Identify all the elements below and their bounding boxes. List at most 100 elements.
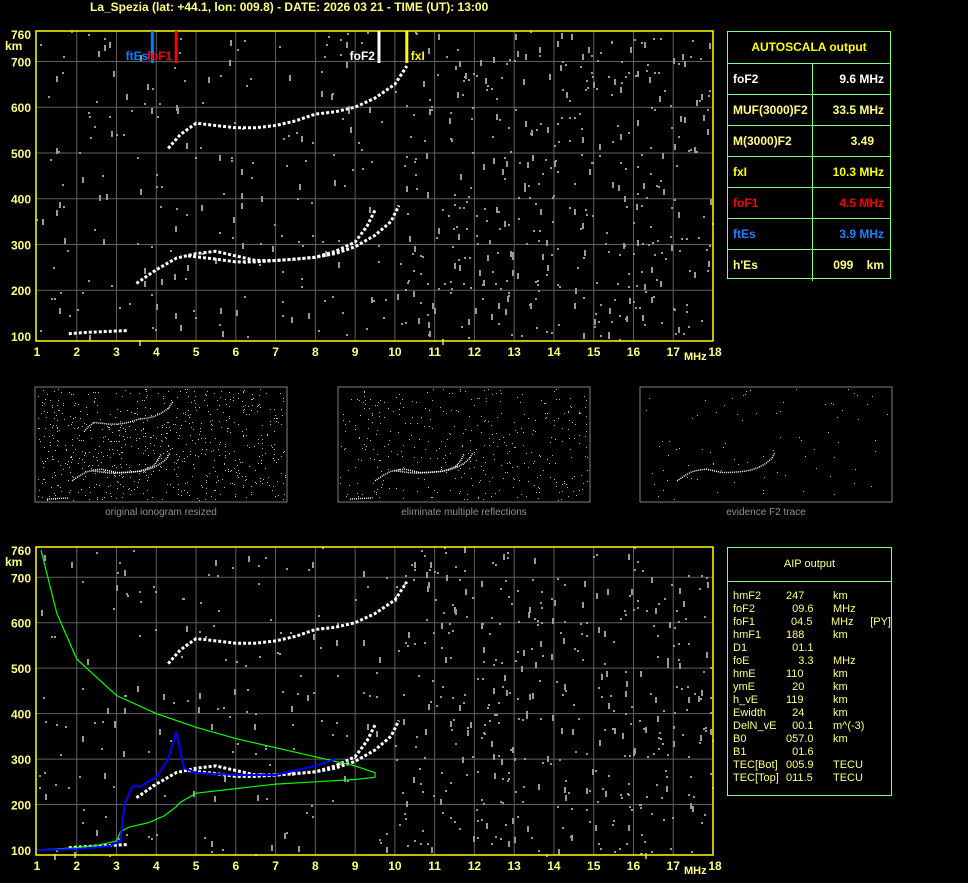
autoscala-label: foF2 [728,64,813,94]
x-tick-label: 9 [352,859,359,873]
y-tick-label: 300 [11,238,31,252]
aip-row: B1 01.6 [733,746,891,759]
aip-cell: km [833,733,848,745]
autoscala-label: fxI [728,157,813,187]
aip-cell: foE [733,655,750,667]
aip-row: foF2 09.6 MHz [733,603,891,616]
aip-row: hmF1 188 km [733,629,891,642]
thumbnail-trace [349,497,373,500]
thumbnail-frame [639,386,893,503]
x-tick-label: 1 [34,859,41,873]
aip-cell: 00.1 [786,720,814,732]
aip-cell: 20 [786,681,805,693]
thumbnail-frame [34,386,288,503]
aip-cell: 119 [786,694,804,706]
aip-cell: 09.6 [786,603,814,615]
x-tick-label: 5 [193,859,200,873]
autoscala-value: 33.5 MHz [832,103,884,117]
aip-cell: TECU [833,772,863,784]
aip-row: ymE 20 km [733,681,891,694]
autoscala-row: M(3000)F2 3.49 [728,126,890,157]
x-tick-label: 11 [428,859,441,873]
x-tick-label: 13 [507,859,521,873]
aip-cell: Ewidth [733,707,767,719]
x-tick-label: 11 [428,345,441,359]
aip-row: B0 057.0 km [733,733,891,746]
x-tick-label: 3 [113,859,120,873]
autoscala-value: 3.9 MHz [839,227,884,241]
noise-dots [39,547,714,860]
aip-cell: hmF2 [733,590,762,602]
x-tick-label: 16 [627,859,641,873]
y-tick-label: 200 [11,284,31,298]
thumbnail-trace [374,452,474,482]
aip-cell: h_vE [733,694,759,706]
x-tick-label: 16 [627,345,641,359]
x-tick-label: 18 [708,859,722,873]
x-tick-label: 3 [113,345,120,359]
aip-cell: km [833,694,848,706]
autoscala-row: fxI 10.3 MHz [728,157,890,188]
aip-cell: D1 [733,642,748,654]
autoscala-label: h'Es [728,250,813,281]
x-tick-label: 10 [388,859,402,873]
aip-title: AIP output [728,548,891,582]
thumbnail-trace [46,497,70,500]
x-axis-label: MHz [684,351,707,363]
aip-cell: DelN_vE [733,720,777,732]
aip-cell: hmF1 [733,629,762,641]
x-tick-label: 17 [667,345,681,359]
marker-label: fxI [411,49,425,63]
y-tick-label: 300 [11,753,31,767]
aip-row: foF1 04.5 MHz [PY] [733,616,891,629]
marker-label: foF1 [147,49,173,63]
thumbnail-evid [639,386,893,503]
plot-frame [35,30,714,342]
y-tick-label: 600 [11,101,31,115]
x-tick-label: 4 [153,345,160,359]
x-tick-label: 13 [507,345,521,359]
x-tick-label: 1 [34,345,41,359]
aip-row: hmF2 247 km [733,590,891,603]
aip-cell: km [833,629,848,641]
autoscala-row: foF2 9.6 MHz [728,64,890,95]
y-tick-label: 700 [11,571,31,585]
y-tick-label: 100 [11,844,31,858]
autoscala-label: M(3000)F2 [728,126,813,156]
thumbnail-orig [34,386,288,503]
autoscala-value: 9.6 MHz [839,72,884,86]
trace-f2-multiple [167,65,409,150]
marker-label: foF2 [350,49,376,63]
plot-frame [35,546,714,856]
aip-cell: foF1 [733,616,756,628]
x-tick-label: 15 [587,859,601,873]
aip-cell: 188 [786,629,805,641]
trace-es [68,329,129,336]
marker-fxI [405,31,409,63]
aip-row: D1 01.1 [733,642,891,655]
thumbnail-elim [337,386,591,503]
thumbnail-frame [337,386,591,503]
x-tick-label: 18 [708,345,722,359]
y-tick-label: 760 [11,28,31,42]
thumb-caption-eliminate: eliminate multiple reflections [401,507,527,518]
marker-foF2 [377,31,381,63]
autoscala-row: foF1 4.5 MHz [728,188,890,219]
autoscala-label: ftEs [728,219,813,249]
aip-cell: 110 [786,668,804,680]
autoscala-value: 099 km [833,258,884,272]
x-tick-label: 5 [193,345,200,359]
aip-row: TEC[Top] 011.5 TECU [733,772,891,785]
aip-cell: km [833,707,848,719]
x-tick-label: 10 [388,345,402,359]
aip-cell: hmE [733,668,756,680]
autoscala-title: AUTOSCALA output [728,32,890,64]
x-tick-label: 14 [547,345,561,359]
aip-cell: B0 [733,733,747,745]
aip-cell: MHz [833,603,856,615]
autoscala-row: MUF(3000)F2 33.5 MHz [728,95,890,126]
y-tick-label: 400 [11,708,31,722]
aip-cell: 01.6 [786,746,814,758]
